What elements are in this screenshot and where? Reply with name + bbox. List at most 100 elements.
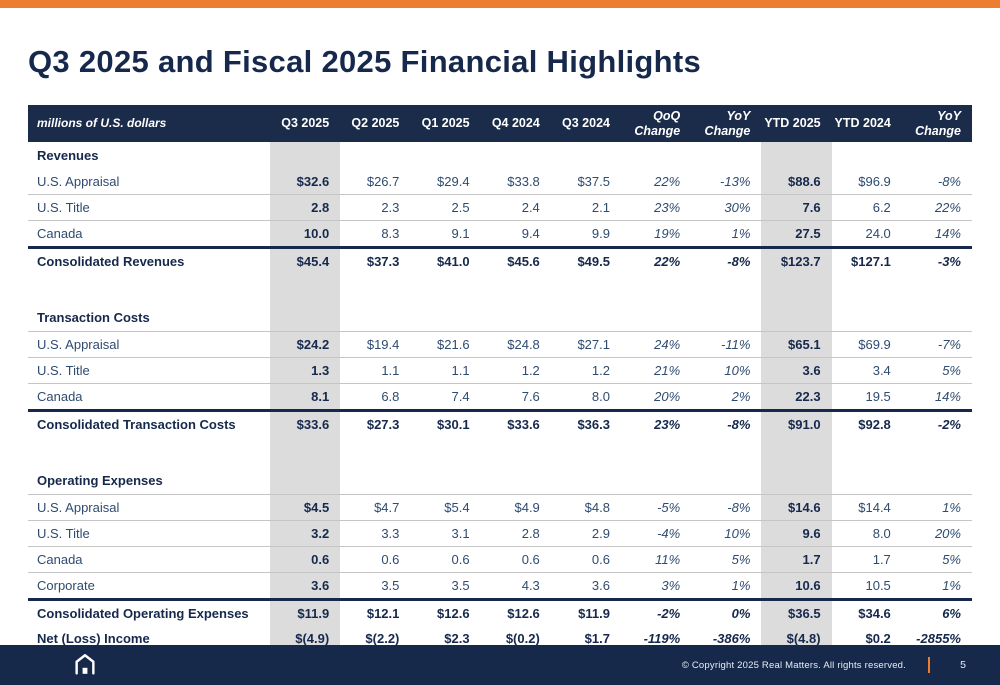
cell	[621, 437, 691, 467]
cell: 9.4	[521, 226, 540, 241]
cell: $41.0	[437, 254, 470, 269]
cell: 10.0	[270, 221, 341, 246]
cell: 1.7	[761, 547, 832, 572]
row-label: U.S. Appraisal	[37, 174, 120, 189]
cell: 22%	[654, 174, 681, 189]
column-header-1: Q3 2025	[281, 116, 330, 131]
cell	[551, 304, 621, 331]
cell: $5.4	[444, 500, 470, 515]
cell: 10.6	[761, 573, 832, 598]
cell: 3.5	[381, 578, 400, 593]
table-body: Revenues U.S. Appraisal $32.6 $26.7 $29.4 $33…	[28, 142, 972, 653]
cell: $96.9	[858, 174, 891, 189]
cell	[761, 467, 832, 494]
cell: 22%	[654, 254, 681, 269]
cell: 8.3	[381, 226, 400, 241]
cell: $33.8	[507, 174, 540, 189]
cell: 19%	[654, 226, 681, 241]
cell	[340, 304, 410, 331]
cell: $19.4	[366, 337, 400, 352]
row-label: U.S. Appraisal	[37, 337, 120, 352]
cell	[410, 142, 480, 169]
cell: 9.6	[761, 521, 832, 546]
cell	[832, 467, 902, 494]
cell	[832, 142, 902, 169]
cell: $24.2	[270, 332, 341, 357]
cell	[481, 304, 551, 331]
cell	[621, 142, 691, 169]
cell: -2%	[937, 417, 961, 432]
row-label: Canada	[37, 389, 83, 404]
cell: -4%	[657, 526, 681, 541]
cell	[832, 437, 902, 467]
cell	[761, 274, 832, 304]
cell	[761, 304, 832, 331]
cell: 20%	[934, 526, 961, 541]
cell: 11%	[655, 552, 681, 567]
cell: -2855%	[916, 631, 961, 646]
cell	[410, 304, 480, 331]
cell: 5%	[942, 552, 961, 567]
cell	[410, 437, 480, 467]
column-header-4: Q4 2024	[491, 116, 540, 131]
cell: -119%	[643, 631, 681, 646]
row-label: U.S. Title	[37, 363, 90, 378]
cell: 2.3	[381, 200, 400, 215]
cell: 3.3	[381, 526, 400, 541]
page-title: Q3 2025 and Fiscal 2025 Financial Highli…	[28, 44, 702, 79]
cell: 5%	[731, 552, 751, 567]
cell: 0.6	[521, 552, 540, 567]
total-row: Consolidated Transaction Costs $33.6 $27.3…	[28, 409, 972, 437]
footer-bar: © Copyright 2025 Real Matters. All right…	[0, 645, 1000, 685]
cell: -2%	[657, 606, 681, 621]
cell: 3.2	[270, 521, 341, 546]
column-header-units: millions of U.S. dollars	[37, 115, 167, 130]
cell: 10%	[724, 363, 751, 378]
row-label: Net (Loss) Income	[37, 631, 150, 646]
cell: 8.0	[591, 389, 610, 404]
cell: 0.6	[451, 552, 470, 567]
cell: 6%	[942, 606, 961, 621]
cell	[761, 437, 832, 467]
cell: -3%	[937, 254, 961, 269]
cell	[270, 142, 341, 169]
cell: 2.8	[270, 195, 341, 220]
data-row: Canada 10.0 8.3 9.1 9.4 9.9 19% 1% 27.5 24.0 14%	[28, 221, 972, 246]
cell: 3%	[661, 578, 681, 593]
cell: $4.8	[584, 500, 610, 515]
cell	[340, 467, 410, 494]
cell: $0.2	[865, 631, 891, 646]
row-label: Revenues	[37, 148, 99, 163]
cell	[340, 437, 410, 467]
cell	[551, 274, 621, 304]
cell: 9.9	[591, 226, 610, 241]
cell	[621, 274, 691, 304]
cell: $12.6	[437, 606, 470, 621]
cell: 1.2	[521, 363, 540, 378]
cell: 1%	[942, 500, 961, 515]
cell: 22%	[934, 200, 961, 215]
cell: $(2.2)	[365, 631, 400, 646]
cell: 1%	[942, 578, 961, 593]
row-label	[28, 274, 270, 304]
cell: 7.4	[451, 389, 470, 404]
cell: $12.6	[507, 606, 540, 621]
cell: 6.2	[872, 200, 891, 215]
cell: 1.1	[451, 363, 470, 378]
cell: 0.6	[591, 552, 610, 567]
cell	[410, 274, 480, 304]
cell	[902, 467, 972, 494]
cell: $29.4	[437, 174, 470, 189]
row-label	[28, 437, 270, 467]
spacer-row	[28, 274, 972, 304]
cell	[691, 274, 761, 304]
cell: 23%	[654, 417, 681, 432]
cell: $26.7	[366, 174, 400, 189]
cell	[621, 467, 691, 494]
cell: $11.9	[578, 606, 610, 621]
row-label: Transaction Costs	[37, 310, 150, 325]
row-label: Canada	[37, 226, 83, 241]
cell	[410, 467, 480, 494]
cell: $45.6	[507, 254, 540, 269]
cell: 23%	[654, 200, 681, 215]
